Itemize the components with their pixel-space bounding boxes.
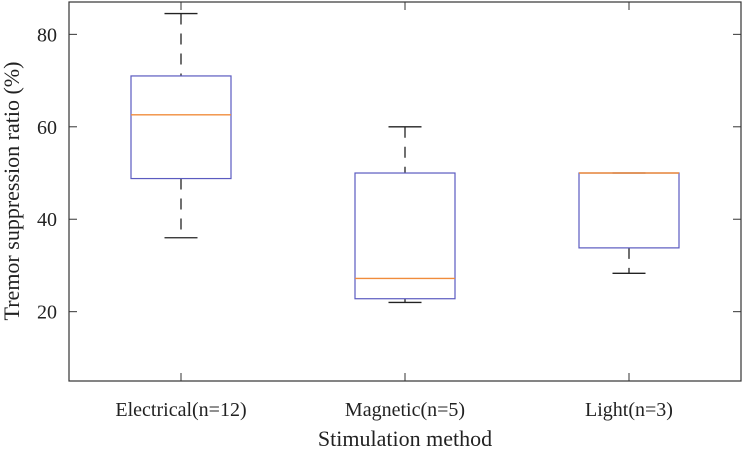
- box-group: [354, 126, 456, 304]
- box-iqr: [354, 172, 456, 300]
- y-tick-label: 60: [37, 117, 57, 139]
- x-tick-label: Electrical(n=12): [115, 399, 246, 421]
- x-tick-label: Magnetic(n=5): [345, 399, 465, 421]
- y-tick-label: 40: [37, 209, 57, 231]
- box-group: [578, 172, 680, 274]
- x-axis: Electrical(n=12) Magnetic(n=5) Light(n=3): [115, 2, 673, 421]
- x-axis-title: Stimulation method: [318, 426, 492, 451]
- y-tick-label: 20: [37, 302, 57, 324]
- box-iqr: [578, 172, 680, 249]
- y-axis-title: Tremor suppression ratio (%): [0, 62, 24, 321]
- boxes-layer: [130, 12, 680, 304]
- plot-area: [68, 1, 742, 382]
- box-group: [130, 12, 232, 239]
- box-iqr: [130, 75, 232, 180]
- y-axis: 20 40 60 80: [37, 24, 741, 324]
- x-tick-label: Light(n=3): [585, 399, 673, 421]
- y-tick-label: 80: [37, 24, 57, 46]
